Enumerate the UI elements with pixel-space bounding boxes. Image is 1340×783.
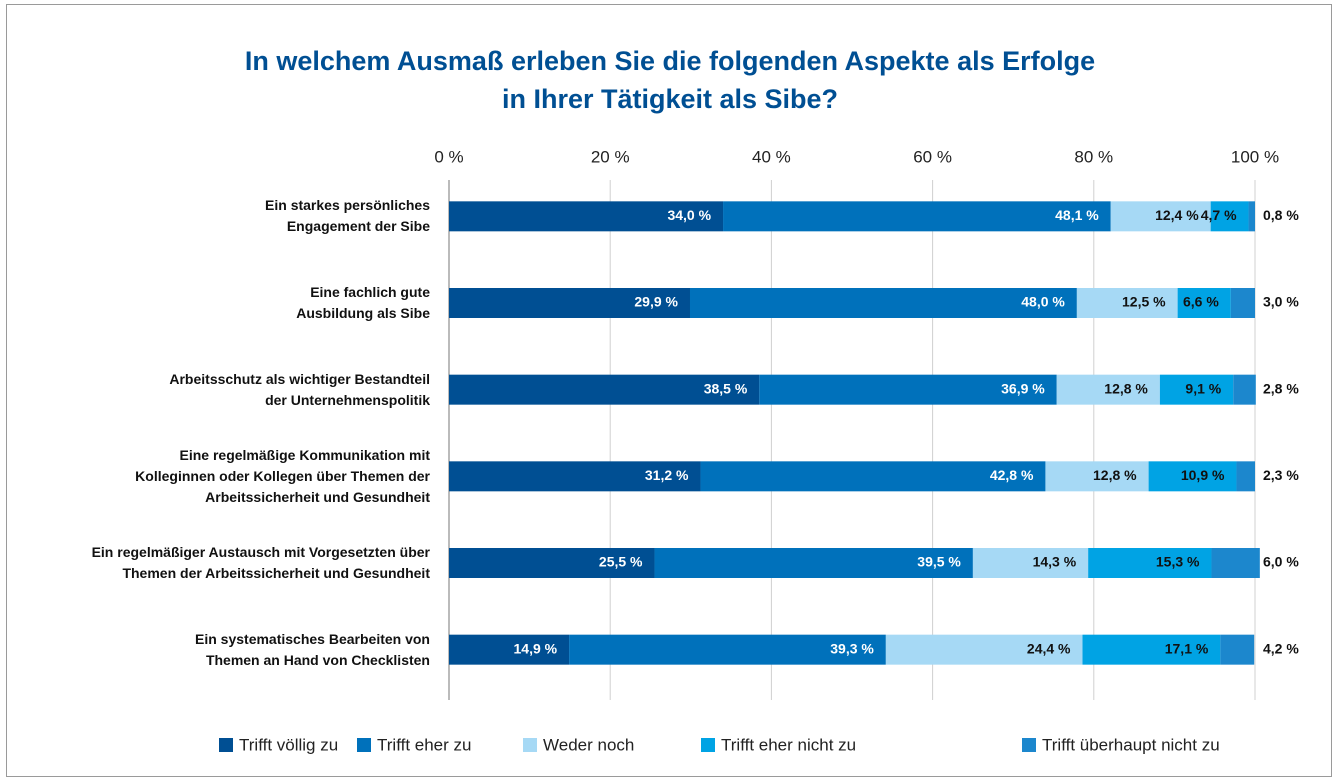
value-label: 6,6 %	[1183, 294, 1219, 310]
value-label: 39,5 %	[917, 554, 961, 570]
bar-segment	[700, 461, 1046, 492]
value-label: 48,1 %	[1055, 207, 1099, 223]
bar-segment	[1177, 288, 1231, 318]
value-label: 29,9 %	[634, 294, 678, 310]
chart-title: In welchem Ausmaß erleben Sie die folgen…	[244, 46, 1096, 114]
x-tick-label: 40 %	[752, 147, 791, 166]
value-label: 9,1 %	[1185, 380, 1221, 396]
value-label: 36,9 %	[1001, 380, 1045, 396]
category-label: Arbeitsschutz als wichtiger Bestandteil …	[169, 370, 430, 408]
value-label: 17,1 %	[1165, 640, 1209, 656]
frame	[6, 4, 1332, 777]
value-label: 31,2 %	[645, 467, 689, 483]
bar-segment	[1056, 374, 1160, 405]
legend-label: Trifft überhaupt nicht zu	[1042, 735, 1220, 754]
value-label: 25,5 %	[599, 554, 643, 570]
legend-swatch	[219, 738, 233, 752]
bar-segment	[449, 548, 655, 578]
value-label: 2,8 %	[1263, 380, 1299, 396]
category-label: Ein starkes persönliches Engagement der …	[265, 197, 430, 235]
value-label: 12,8 %	[1093, 467, 1137, 483]
category-label: Ein systematisches Bearbeiten von Themen…	[195, 630, 430, 668]
bar-segment	[569, 634, 886, 665]
bar-segment	[1082, 634, 1221, 665]
value-label: 12,8 %	[1104, 380, 1148, 396]
value-label: 15,3 %	[1156, 554, 1200, 570]
value-label: 4,7 %	[1201, 207, 1237, 223]
legend-label: Trifft eher zu	[377, 735, 471, 754]
bar-segment	[759, 374, 1057, 405]
legend-swatch	[701, 738, 715, 752]
bar-segment	[1088, 548, 1212, 578]
category-label: Eine regelmäßige Kommunikation mit Kolle…	[135, 446, 430, 505]
bar-segment	[449, 201, 724, 232]
value-label: 12,5 %	[1122, 294, 1166, 310]
bar-segment	[689, 288, 1077, 318]
bar-segment	[1076, 288, 1178, 318]
value-label: 38,5 %	[704, 380, 748, 396]
x-tick-label: 80 %	[1074, 147, 1113, 166]
bar-segment	[885, 634, 1083, 665]
x-tick-label: 60 %	[913, 147, 952, 166]
bar-segment	[1236, 461, 1255, 492]
value-label: 24,4 %	[1027, 640, 1071, 656]
bar-segment	[972, 548, 1089, 578]
x-tick-label: 0 %	[434, 147, 463, 166]
bar-segment	[654, 548, 973, 578]
value-label: 12,4 %	[1155, 207, 1199, 223]
bar-segment	[449, 288, 690, 318]
value-label: 10,9 %	[1181, 467, 1225, 483]
category-label: Ein regelmäßiger Austausch mit Vorgesetz…	[91, 544, 430, 581]
legend-label: Trifft eher nicht zu	[721, 735, 856, 754]
value-label: 3,0 %	[1263, 294, 1299, 310]
x-tick-label: 20 %	[591, 147, 630, 166]
value-label: 4,2 %	[1263, 640, 1299, 656]
value-label: 0,8 %	[1263, 207, 1299, 223]
bar-segment	[1148, 461, 1237, 492]
legend-label: Trifft völlig zu	[239, 735, 338, 754]
legend-swatch	[1022, 738, 1036, 752]
bar-segment	[1210, 201, 1249, 232]
legend-swatch	[357, 738, 371, 752]
bar-segment	[723, 201, 1111, 232]
value-label: 39,3 %	[830, 640, 874, 656]
bar-segment	[449, 461, 701, 492]
value-label: 2,3 %	[1263, 467, 1299, 483]
value-label: 42,8 %	[990, 467, 1034, 483]
legend-label: Weder noch	[543, 735, 634, 754]
value-label: 34,0 %	[667, 207, 711, 223]
bar-segment	[449, 634, 570, 665]
value-label: 6,0 %	[1263, 554, 1299, 570]
value-label: 14,3 %	[1033, 554, 1077, 570]
bar-segment	[1110, 201, 1211, 232]
x-tick-label: 100 %	[1231, 147, 1279, 166]
category-label: Eine fachlich gute Ausbildung als Sibe	[296, 284, 430, 321]
bar-segment	[1159, 374, 1234, 405]
legend-swatch	[523, 738, 537, 752]
value-label: 14,9 %	[514, 640, 558, 656]
bar-segment	[1045, 461, 1149, 492]
bar-segment	[1230, 288, 1255, 318]
bar-segment	[1233, 374, 1256, 405]
bar-segment	[449, 374, 760, 405]
bar-segment	[1211, 548, 1260, 578]
bar-segment	[1248, 201, 1255, 232]
bar-segment	[1220, 634, 1255, 665]
value-label: 48,0 %	[1021, 294, 1065, 310]
